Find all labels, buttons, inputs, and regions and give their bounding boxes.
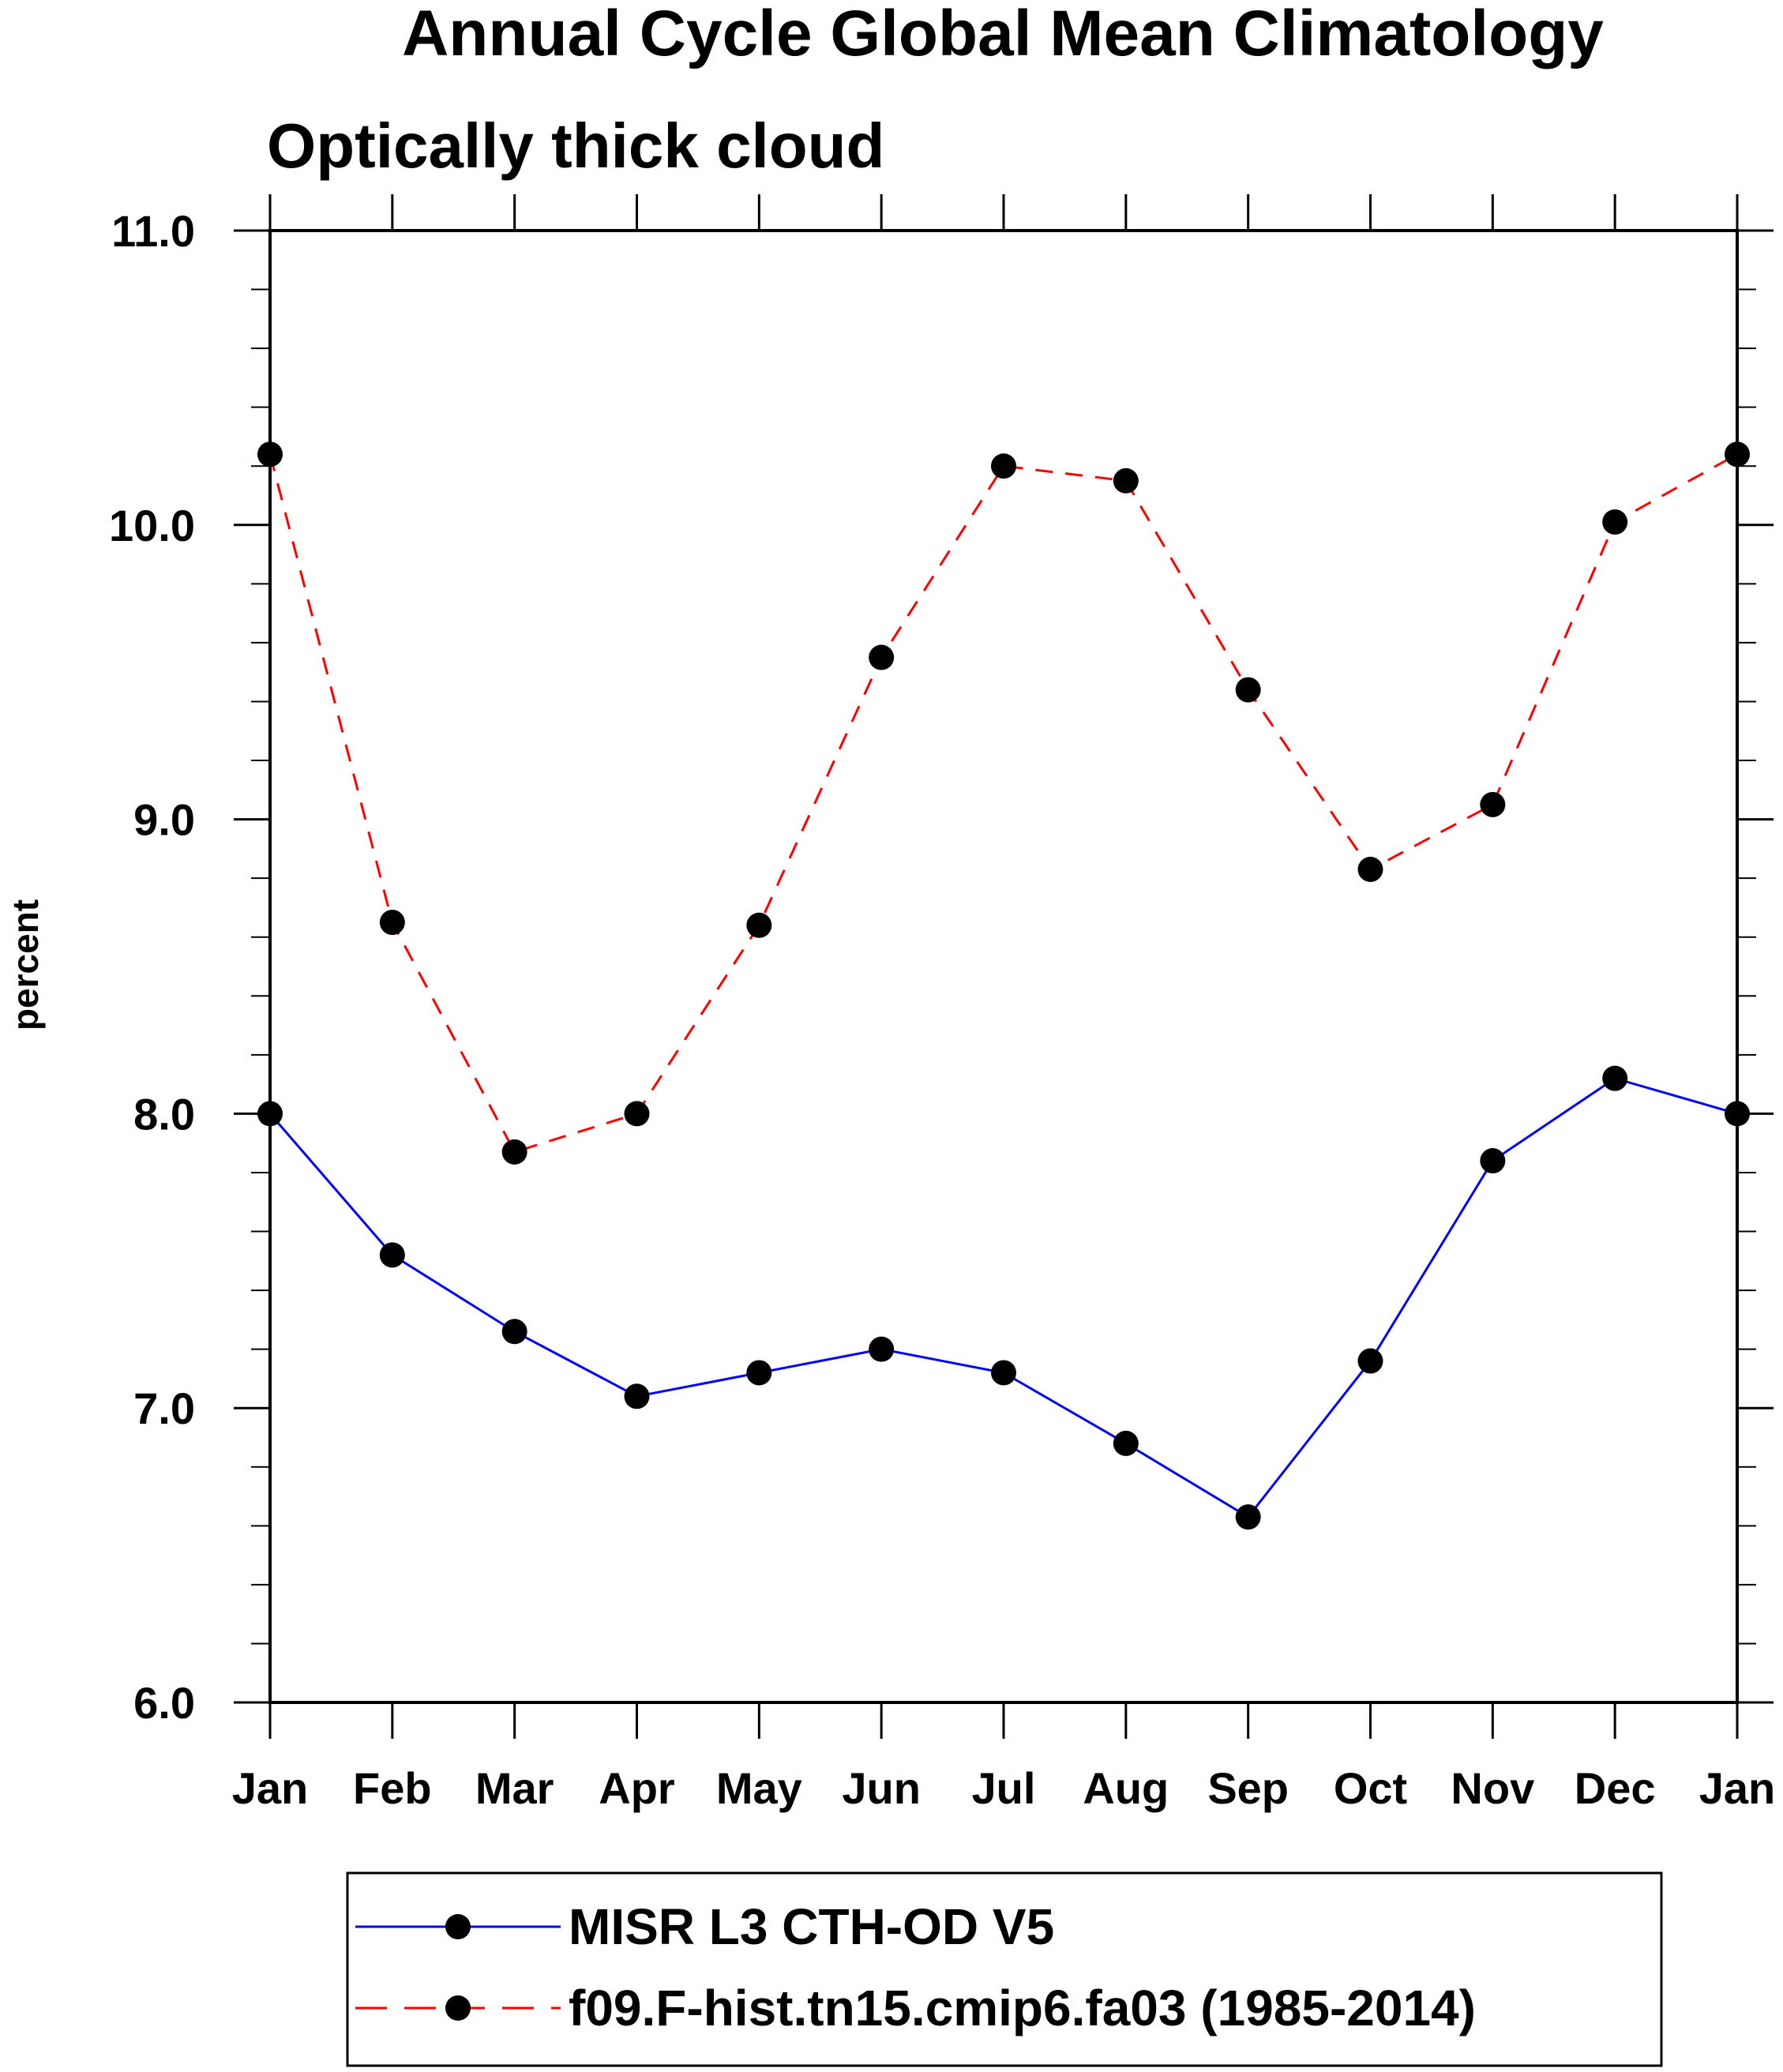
series-line-2 (268, 452, 1738, 1154)
series-1-point (1480, 1148, 1506, 1174)
y-tick-label: 11.0 (111, 206, 195, 256)
series-2-point (1357, 856, 1383, 882)
series-2-point (501, 1139, 527, 1165)
series-2-point (624, 1101, 650, 1127)
legend-box (346, 1871, 1663, 2067)
x-tick-label: Jan (1699, 1763, 1776, 1813)
y-tick-label: 8.0 (133, 1089, 195, 1139)
series-2-point (1113, 467, 1139, 494)
x-tick-label: Apr (599, 1763, 674, 1813)
x-tick-label: May (716, 1763, 802, 1813)
y-tick-label: 10.0 (109, 501, 195, 550)
series-1-point (746, 1360, 772, 1386)
chart-title: Annual Cycle Global Mean Climatology (402, 0, 1604, 69)
legend-label-1: MISR L3 CTH-OD V5 (569, 1898, 1054, 1955)
series-1-point (1357, 1348, 1383, 1374)
y-tick-label: 7.0 (133, 1383, 195, 1433)
series-1-point (1113, 1430, 1139, 1456)
series-1-point (1235, 1504, 1261, 1530)
series-1-point (991, 1360, 1016, 1386)
series-2-point (379, 910, 405, 936)
x-tick-label: Jun (842, 1763, 921, 1813)
y-axis-label: percent (5, 899, 46, 1030)
series-line-1 (268, 1077, 1738, 1519)
series-2-point (746, 912, 772, 938)
series-1-point (869, 1336, 895, 1362)
x-tick-label: Aug (1083, 1763, 1169, 1813)
x-tick-label: Mar (475, 1763, 554, 1813)
series-2-point (1480, 791, 1506, 817)
series-lines (268, 452, 1738, 1519)
legend-label-2: f09.F-hist.tn15.cmip6.fa03 (1985-2014) (569, 1980, 1476, 2036)
chart-subtitle: Optically thick cloud (267, 111, 884, 181)
plot-frame (268, 229, 1739, 1704)
series-1-point (501, 1319, 527, 1345)
x-tick-label: Sep (1207, 1763, 1289, 1813)
series-1-point (379, 1242, 405, 1268)
series-2-point (991, 453, 1016, 479)
series-2-point (869, 644, 895, 670)
x-tick-label: Nov (1451, 1763, 1534, 1813)
series-1-point (1602, 1065, 1628, 1091)
x-tick-label: Dec (1575, 1763, 1656, 1813)
x-tick-label: Jul (972, 1763, 1036, 1813)
legend-marker-1 (445, 1914, 471, 1939)
series-markers (257, 441, 1750, 1530)
legend-entries: MISR L3 CTH-OD V5 f09.F-hist.tn15.cmip6.f… (355, 1898, 1476, 2036)
y-tick-label: 6.0 (133, 1678, 195, 1728)
series-1-point (624, 1383, 650, 1409)
axis-ticks: Jan Feb Mar Apr May Jun Jul Aug Sep Oct Nov Dec Jan 6… (109, 194, 1775, 1813)
x-tick-label: Feb (353, 1763, 432, 1813)
series-2-point (1235, 677, 1261, 703)
series-2-point (1602, 509, 1628, 535)
legend-marker-2 (445, 1995, 471, 2021)
y-tick-label: 9.0 (133, 795, 195, 845)
x-tick-label: Oct (1334, 1763, 1407, 1813)
legend: MISR L3 CTH-OD V5 f09.F-hist.tn15.cmip6.f… (346, 1871, 1663, 2067)
x-tick-label: Jan (232, 1763, 309, 1813)
